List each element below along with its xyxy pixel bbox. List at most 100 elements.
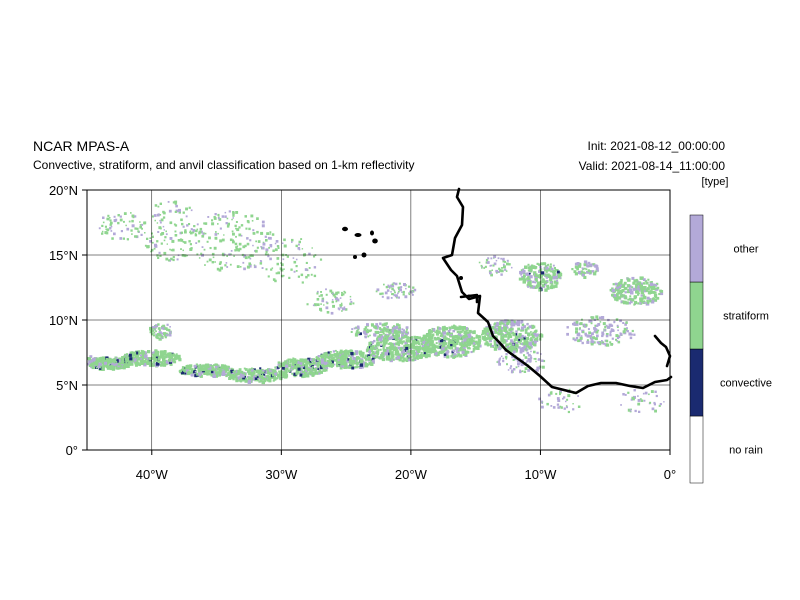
precip-cell xyxy=(264,253,268,256)
precip-cell xyxy=(87,362,90,366)
precip-cell xyxy=(388,285,391,288)
precip-cell xyxy=(248,370,251,373)
precip-cell xyxy=(458,331,462,334)
precip-cell xyxy=(512,351,516,354)
lat-tick-label: 20°N xyxy=(49,183,78,198)
precip-cell xyxy=(412,339,415,343)
precip-cell xyxy=(504,334,507,338)
precip-cell xyxy=(537,274,541,278)
precip-cell xyxy=(588,331,591,335)
precip-cell xyxy=(512,343,515,346)
precip-cell xyxy=(468,347,471,350)
precip-cell xyxy=(169,326,171,328)
precip-cell xyxy=(463,338,467,342)
precip-cell xyxy=(614,282,618,286)
precip-cell xyxy=(617,291,620,294)
precip-cell xyxy=(516,320,521,324)
precip-cell xyxy=(270,268,273,271)
precip-cell xyxy=(408,353,411,356)
precip-cell xyxy=(568,388,571,391)
precip-cell xyxy=(373,354,376,357)
precip-cell xyxy=(534,281,537,284)
precip-cell xyxy=(338,351,342,354)
precip-cell xyxy=(162,216,166,219)
precip-cell xyxy=(519,340,522,343)
precip-cell xyxy=(340,302,343,305)
precip-cell xyxy=(164,336,167,339)
precip-cell xyxy=(452,349,456,353)
precip-cell xyxy=(128,361,132,364)
precip-cell xyxy=(122,237,125,240)
precip-cell xyxy=(499,269,502,272)
precip-cell xyxy=(394,291,396,294)
precip-cell xyxy=(640,289,644,292)
colorbar-swatch xyxy=(689,348,704,417)
precip-cell xyxy=(470,351,473,354)
precip-cell xyxy=(265,375,268,378)
precip-cell xyxy=(370,347,373,351)
precip-cell xyxy=(169,362,173,366)
precip-cell xyxy=(154,325,157,329)
precip-cell xyxy=(444,337,448,341)
precip-cell xyxy=(101,356,106,360)
precip-cell xyxy=(214,261,216,263)
precip-cell xyxy=(171,248,175,252)
precip-cell xyxy=(240,370,244,374)
precip-cell xyxy=(298,243,300,246)
precip-cell xyxy=(170,249,173,252)
precip-cell xyxy=(405,287,407,290)
precip-cell xyxy=(244,256,248,260)
precip-cell xyxy=(435,345,439,348)
precip-cell xyxy=(438,339,442,343)
precip-cell xyxy=(619,281,623,285)
precip-cell xyxy=(404,341,408,345)
precip-cell xyxy=(465,327,468,330)
precip-cell xyxy=(341,307,345,311)
precip-cell xyxy=(384,291,388,295)
lon-tick-label: 0° xyxy=(664,467,676,482)
precip-cell xyxy=(529,338,533,342)
precip-cell xyxy=(520,334,524,338)
precip-cell xyxy=(195,242,198,244)
precip-cell xyxy=(130,362,134,366)
precip-cell xyxy=(640,276,644,280)
precip-cell xyxy=(631,286,634,289)
precip-cell xyxy=(501,321,505,325)
precip-cell xyxy=(156,213,160,217)
precip-cell xyxy=(301,371,304,375)
precip-cell xyxy=(483,327,487,331)
precip-cell xyxy=(277,373,281,378)
precip-cell xyxy=(493,342,497,346)
precip-cell xyxy=(485,327,490,331)
precip-cell xyxy=(323,361,328,365)
precip-cell xyxy=(290,268,293,271)
precip-cell xyxy=(495,259,498,262)
precip-cell xyxy=(514,357,517,361)
precip-cell xyxy=(632,281,636,285)
precip-cell xyxy=(283,268,285,270)
precip-cell xyxy=(260,374,264,379)
precip-cell xyxy=(460,334,463,338)
precip-cell xyxy=(169,248,171,251)
precip-cell xyxy=(161,352,165,356)
precip-cell xyxy=(302,365,304,368)
precip-cell xyxy=(232,211,235,214)
precip-cell xyxy=(374,346,377,349)
precip-cell xyxy=(273,377,276,379)
precip-cell xyxy=(172,353,176,357)
precip-cell xyxy=(336,351,339,353)
precip-cell xyxy=(183,254,187,258)
precip-cell xyxy=(119,237,123,240)
precip-cell xyxy=(437,353,440,356)
precip-cell xyxy=(150,250,152,253)
precip-cell xyxy=(566,332,569,336)
precip-cell xyxy=(187,370,191,374)
precip-cell xyxy=(276,262,279,266)
precip-cell xyxy=(323,357,327,361)
precip-cell xyxy=(268,246,270,249)
precip-cell xyxy=(131,233,133,235)
precip-cell xyxy=(368,329,371,333)
precip-cell xyxy=(204,264,206,266)
precip-cell xyxy=(267,275,270,278)
precip-cell xyxy=(371,352,375,355)
